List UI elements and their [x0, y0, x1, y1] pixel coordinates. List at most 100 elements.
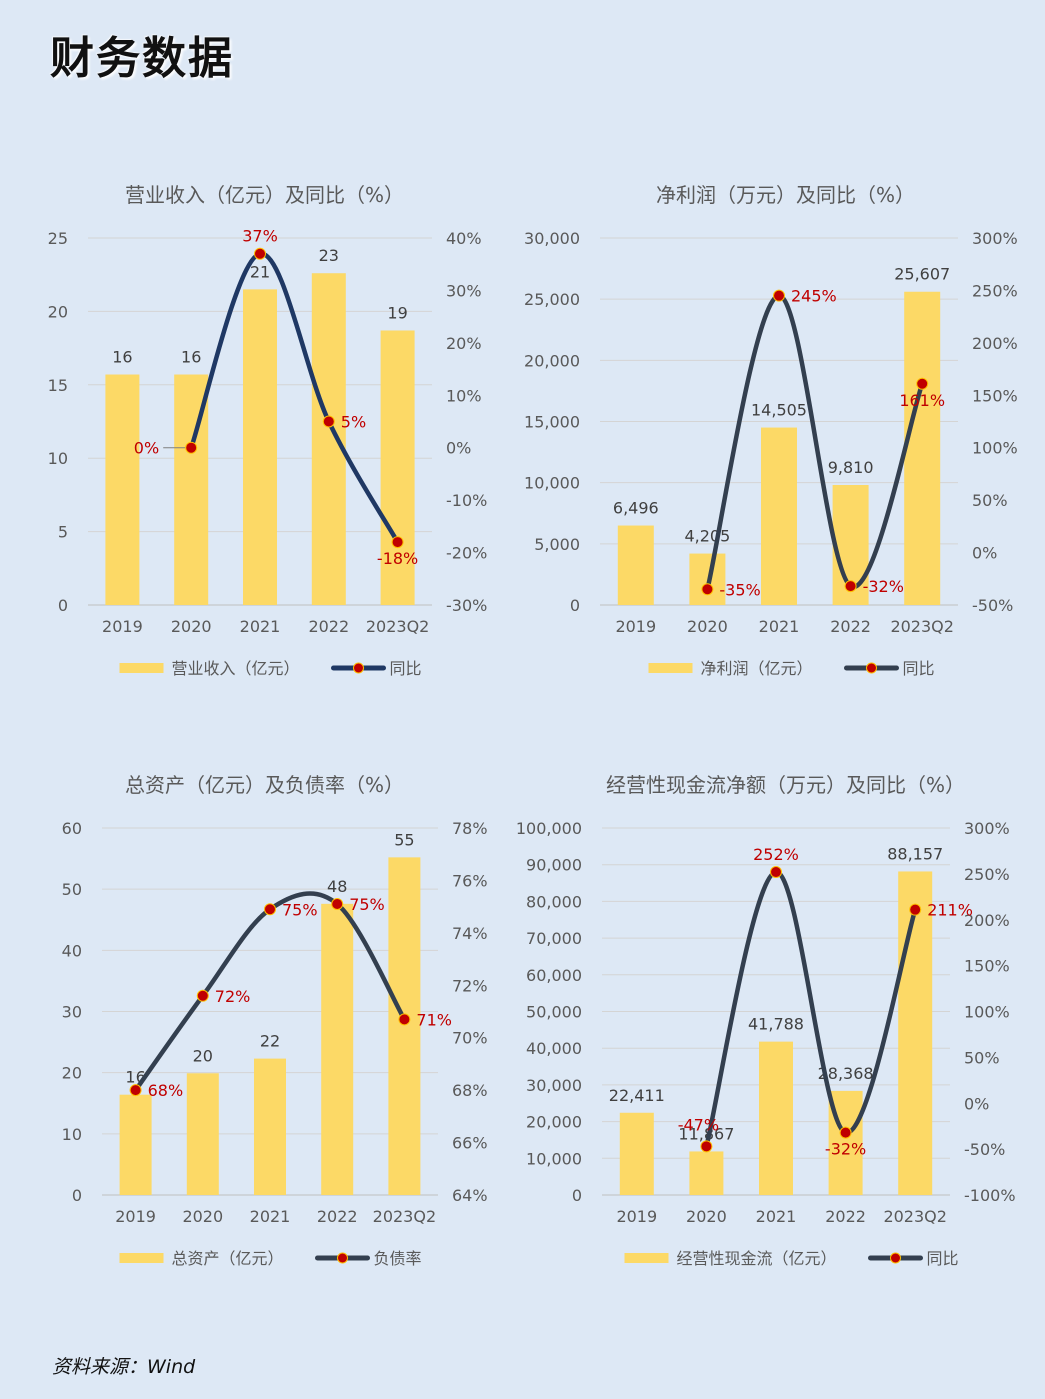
bar — [617, 525, 654, 605]
x-axis-tick-label: 2022 — [830, 617, 871, 636]
right-axis-tick-label: 150% — [964, 957, 1010, 976]
right-axis-tick-label: -100% — [964, 1186, 1016, 1205]
bar-data-label: 55 — [394, 830, 414, 849]
bar — [321, 903, 354, 1195]
left-axis-tick-label: 10,000 — [524, 474, 580, 493]
bar-data-label: 20 — [193, 1046, 213, 1065]
right-axis-tick-label: 40% — [446, 229, 482, 248]
left-axis-tick-label: 10,000 — [526, 1149, 582, 1168]
line-data-label: -32% — [825, 1140, 866, 1159]
legend-bar-label: 总资产（亿元） — [172, 1249, 284, 1268]
right-axis-tick-label: 76% — [452, 871, 488, 890]
legend-bar-swatch — [119, 1253, 164, 1263]
right-axis-tick-label: 30% — [446, 281, 482, 300]
bar-data-label: 9,810 — [828, 458, 874, 477]
left-axis-tick-label: 10 — [48, 449, 68, 468]
left-axis-tick-label: 30 — [62, 1003, 82, 1022]
bar-data-label: 16 — [181, 348, 201, 367]
right-axis-tick-label: 20% — [446, 334, 482, 353]
left-axis-tick-label: 50,000 — [526, 1003, 582, 1022]
line-point-marker — [391, 536, 404, 549]
right-axis-tick-label: -20% — [446, 544, 487, 563]
line-point-marker — [700, 1140, 713, 1153]
bar-data-label: 25,607 — [894, 265, 950, 284]
left-axis-tick-label: 40 — [62, 941, 82, 960]
left-axis-tick-label: 25,000 — [524, 290, 580, 309]
line-data-label: 0% — [134, 439, 159, 458]
x-axis-tick-label: 2021 — [250, 1207, 291, 1226]
x-axis-tick-label: 2023Q2 — [373, 1207, 437, 1226]
revenue-chart: 营业收入（亿元）及同比（%） 0 5 10 15 20 25 -30% -20% -10% 0% 10… — [0, 160, 525, 700]
line-data-label: 75% — [349, 895, 385, 914]
line-data-label: 72% — [215, 987, 251, 1006]
line-data-label: 68% — [148, 1081, 184, 1100]
x-axis-tick-label: 2021 — [759, 617, 800, 636]
bar — [619, 1112, 654, 1195]
bar — [689, 1151, 724, 1195]
left-axis-tick-label: 0 — [58, 596, 68, 615]
right-axis-tick-label: 70% — [452, 1029, 488, 1048]
x-axis-tick-label: 2022 — [825, 1207, 866, 1226]
legend-line-label: 同比 — [390, 659, 422, 678]
bar-data-label: 88,157 — [887, 844, 943, 863]
right-axis-tick-label: 64% — [452, 1186, 488, 1205]
x-axis-tick-label: 2020 — [182, 1207, 223, 1226]
right-axis-tick-label: 200% — [964, 911, 1010, 930]
right-axis-tick-label: 300% — [964, 819, 1010, 838]
source-footnote: 资料来源：Wind — [52, 1356, 196, 1378]
line-point-marker — [916, 377, 929, 390]
right-axis-tick-label: 78% — [452, 819, 488, 838]
line-data-label: -47% — [678, 1115, 719, 1134]
legend-line-label: 负债率 — [374, 1249, 422, 1268]
legend-bar-label: 净利润（亿元） — [701, 659, 813, 678]
page-title: 财务数据 — [50, 33, 234, 84]
left-axis-tick-label: 15 — [48, 376, 68, 395]
right-axis-tick-label: 0% — [964, 1094, 989, 1113]
bar — [380, 330, 415, 605]
left-axis-tick-label: 0 — [572, 1186, 582, 1205]
left-axis-tick-label: 90,000 — [526, 856, 582, 875]
left-axis-tick-label: 5,000 — [534, 535, 580, 554]
left-axis-tick-label: 70,000 — [526, 929, 582, 948]
right-axis-tick-label: 150% — [972, 386, 1018, 405]
bar-data-label: 48 — [327, 877, 347, 896]
x-axis-tick-label: 2021 — [240, 617, 281, 636]
right-axis-tick-label: -30% — [446, 596, 487, 615]
left-axis-tick-label: 20,000 — [524, 351, 580, 370]
x-axis-tick-label: 2020 — [687, 617, 728, 636]
legend-bar-swatch — [624, 1253, 669, 1263]
left-axis-tick-label: 25 — [48, 229, 68, 248]
line-point-marker — [773, 289, 785, 302]
line-point-marker — [701, 583, 714, 596]
chart-svg: 总资产（亿元）及负债率（%）010203040506064%66%68%70%7… — [62, 773, 488, 1268]
right-axis-tick-label: 250% — [972, 281, 1018, 300]
line-point-marker — [196, 989, 209, 1002]
line-series — [188, 251, 400, 545]
right-axis-tick-label: 66% — [452, 1134, 488, 1153]
left-axis-tick-label: 80,000 — [526, 892, 582, 911]
left-axis-tick-label: 10 — [62, 1125, 82, 1144]
left-axis-tick-label: 15,000 — [524, 413, 580, 432]
x-axis-tick-label: 2022 — [308, 617, 349, 636]
legend-line-marker — [866, 662, 877, 674]
legend-bar-label: 营业收入（亿元） — [172, 659, 300, 678]
x-axis-tick-label: 2022 — [317, 1207, 358, 1226]
right-axis-tick-label: 10% — [446, 386, 482, 405]
legend-line-label: 同比 — [927, 1249, 959, 1268]
x-axis-tick-label: 2019 — [115, 1207, 156, 1226]
chart-svg: 净利润（万元）及同比（%） 0 5,000 10,000 15,000 20,000 25,… — [524, 183, 1018, 678]
chart-title: 总资产（亿元）及负债率（%） — [125, 773, 404, 797]
line-point-marker — [331, 898, 344, 911]
left-axis-tick-label: 30,000 — [526, 1076, 582, 1095]
left-axis-tick-label: 20 — [48, 302, 68, 321]
left-axis-tick-label: 0 — [570, 596, 580, 615]
bar-data-label: 14,505 — [751, 401, 807, 420]
x-axis-tick-label: 2023Q2 — [890, 617, 954, 636]
bar-data-label: 4,205 — [684, 527, 730, 546]
x-axis-tick-label: 2021 — [756, 1207, 797, 1226]
left-axis-tick-label: 60,000 — [526, 966, 582, 985]
right-axis-tick-label: -10% — [446, 491, 487, 510]
line-data-label: -32% — [863, 577, 904, 596]
x-axis-tick-label: 2019 — [616, 1207, 657, 1226]
right-axis-tick-label: 100% — [972, 439, 1018, 458]
